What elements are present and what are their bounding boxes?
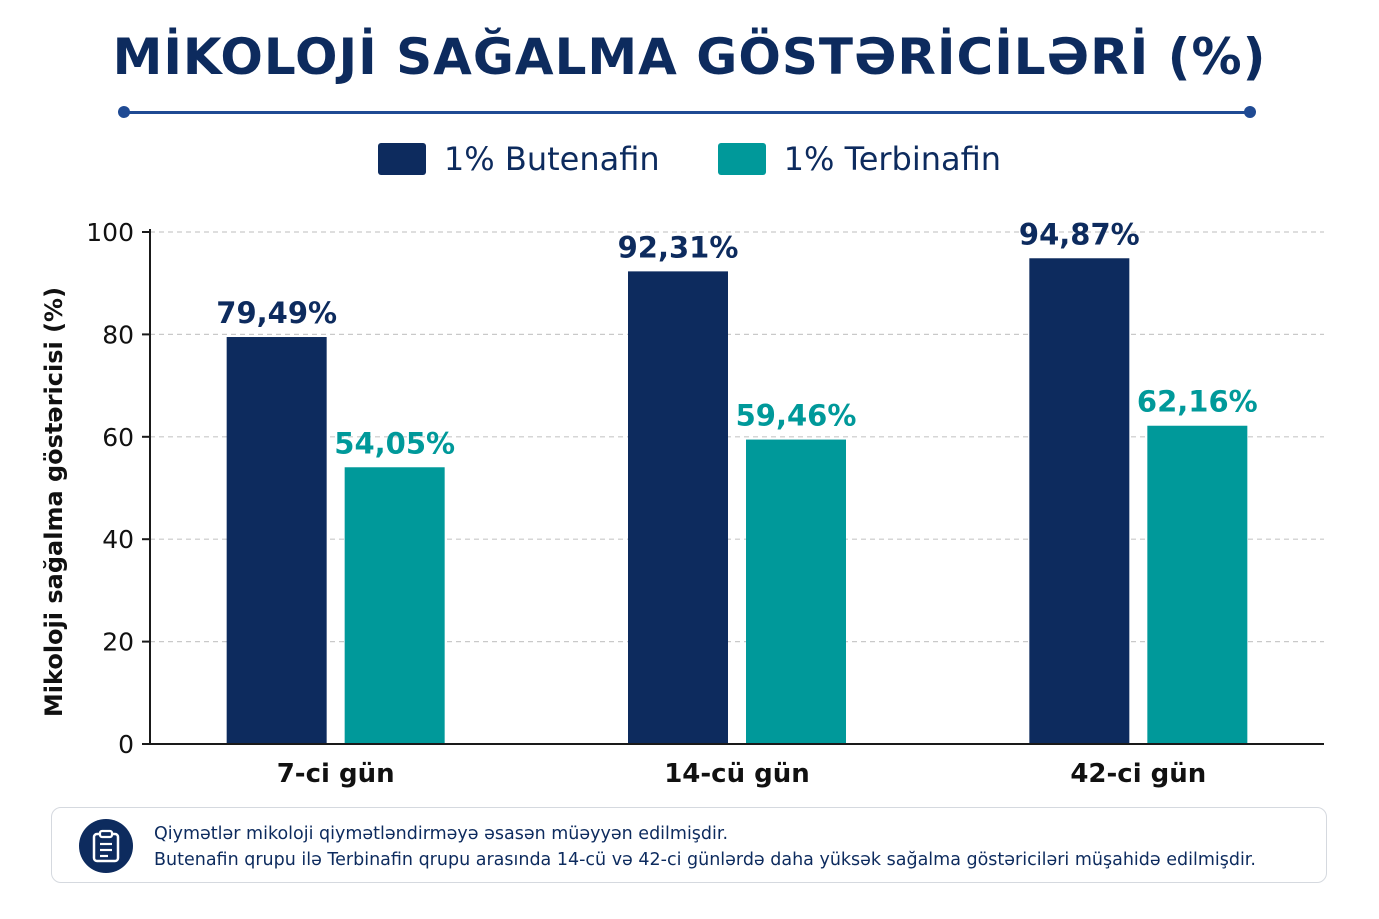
- chart-title: MİKOLOJİ SAĞALMA GÖSTƏRİCİLƏRİ (%): [112, 28, 1267, 86]
- bar-chart: 0 20 40 60 80 100 79,49% 54,05% 92,31% 59,46% 94,…: [40, 217, 1324, 789]
- title-divider: [124, 111, 1250, 114]
- data-label: 59,46%: [736, 399, 857, 433]
- y-tick-label: 80: [102, 320, 134, 349]
- y-tick-label: 40: [102, 525, 134, 554]
- data-label: 94,87%: [1019, 217, 1140, 251]
- gridlines: [150, 231, 1324, 643]
- y-axis-label: Mikoloji sağalma göstəricisi (%): [40, 287, 68, 717]
- clipboard-icon: [79, 819, 133, 873]
- x-axis-ticks: 7-ci gün 14-cü gün 42-ci gün: [277, 759, 1207, 789]
- x-tick-label: 14-cü gün: [664, 759, 810, 789]
- data-label: 54,05%: [334, 426, 455, 460]
- data-labels: 79,49% 54,05% 92,31% 59,46% 94,87% 62,16%: [216, 217, 1257, 460]
- y-axis-ticks: 0 20 40 60 80 100: [86, 218, 150, 759]
- note-line-1: Qiymətlər mikoloji qiymətləndirməyə əsas…: [154, 824, 729, 844]
- y-tick-label: 0: [118, 730, 134, 759]
- bar-terbinafin: [746, 439, 846, 744]
- y-tick-label: 60: [102, 423, 134, 452]
- legend-label-terbinafin: 1% Terbinafin: [783, 140, 1002, 178]
- legend: 1% Butenafin 1% Terbinafin: [0, 140, 1379, 178]
- bar-terbinafin: [344, 467, 445, 744]
- legend-swatch-butenafin: [377, 143, 426, 175]
- y-tick-label: 100: [86, 218, 134, 247]
- x-tick-label: 42-ci gün: [1070, 759, 1206, 789]
- y-tick-label: 20: [102, 628, 134, 657]
- x-tick-label: 7-ci gün: [277, 759, 395, 789]
- bars: [226, 258, 1248, 744]
- bar-butenafin: [628, 271, 728, 744]
- legend-item-butenafin: 1% Butenafin: [377, 140, 660, 178]
- note-box: Qiymətlər mikoloji qiymətləndirməyə əsas…: [51, 807, 1327, 883]
- legend-swatch-terbinafin: [717, 143, 766, 175]
- data-label: 92,31%: [618, 230, 739, 264]
- note-line-2: Butenafin qrupu ilə Terbinafin qrupu ara…: [154, 850, 1256, 870]
- divider-dot-right: [1244, 106, 1256, 118]
- divider-dot-left: [118, 106, 130, 118]
- bar-butenafin: [226, 337, 327, 744]
- legend-label-butenafin: 1% Butenafin: [443, 140, 660, 178]
- bar-butenafin: [1029, 258, 1130, 744]
- legend-item-terbinafin: 1% Terbinafin: [717, 140, 1002, 178]
- data-label: 62,16%: [1137, 385, 1258, 419]
- bar-terbinafin: [1147, 425, 1248, 744]
- data-label: 79,49%: [216, 296, 337, 330]
- note-text: Qiymətlər mikoloji qiymətləndirməyə əsas…: [154, 821, 1256, 873]
